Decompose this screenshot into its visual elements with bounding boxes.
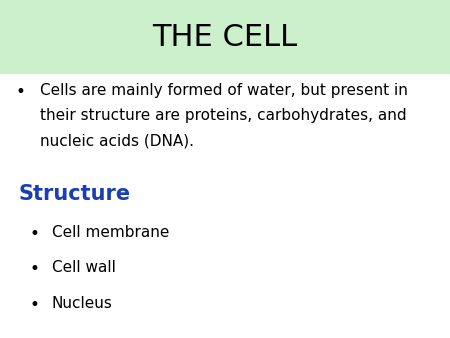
Text: Cells are mainly formed of water, but present in: Cells are mainly formed of water, but pr…: [40, 83, 409, 98]
Text: nucleic acids (DNA).: nucleic acids (DNA).: [40, 134, 194, 148]
Text: Cell wall: Cell wall: [52, 260, 116, 275]
Text: Cell membrane: Cell membrane: [52, 225, 169, 240]
Text: •: •: [29, 260, 39, 278]
Bar: [0, 0, 450, 74]
Text: •: •: [16, 83, 26, 101]
Text: their structure are proteins, carbohydrates, and: their structure are proteins, carbohydra…: [40, 108, 407, 123]
Text: Structure: Structure: [18, 184, 130, 204]
Text: •: •: [29, 225, 39, 243]
Text: THE CELL: THE CELL: [153, 23, 297, 52]
Text: •: •: [29, 296, 39, 314]
Text: Nucleus: Nucleus: [52, 296, 112, 311]
